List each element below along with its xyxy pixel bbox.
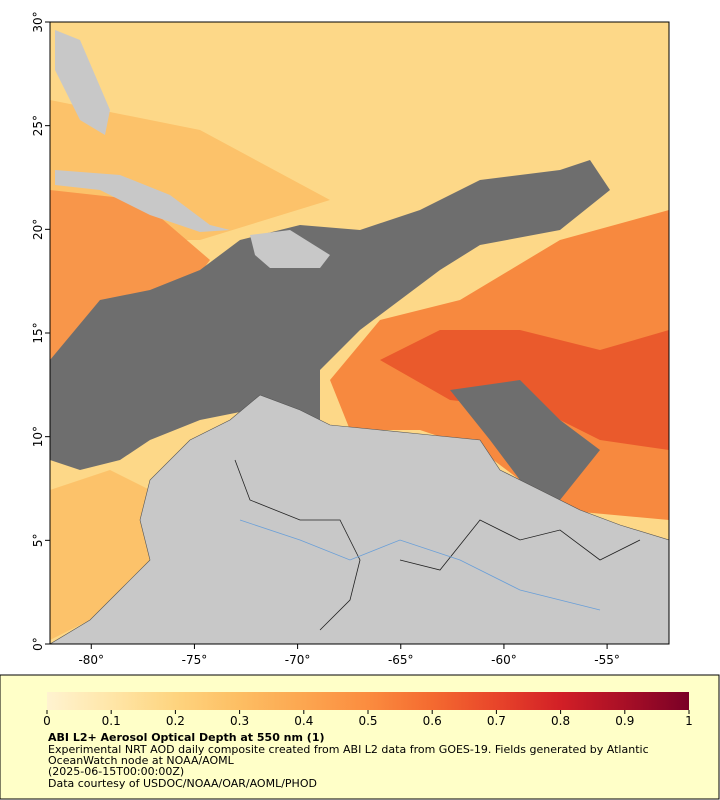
y-tick-label: 15° — [31, 322, 45, 343]
y-tick-label: 0° — [31, 637, 45, 651]
caption-line: OceanWatch node at NOAA/AOML — [48, 754, 235, 767]
colorbar-tick-label: 0.6 — [423, 714, 442, 728]
y-tick-label: 10° — [31, 426, 45, 447]
x-tick-label: -80° — [78, 653, 104, 667]
colorbar-tick-label: 0.4 — [294, 714, 313, 728]
colorbar-tick-label: 0.2 — [166, 714, 185, 728]
x-tick-label: -60° — [491, 653, 517, 667]
colorbar-tick-label: 0.5 — [358, 714, 377, 728]
x-tick-label: -55° — [594, 653, 620, 667]
x-tick-label: -75° — [182, 653, 208, 667]
colorbar-tick-label: 0 — [43, 714, 51, 728]
map-imagery — [50, 22, 669, 644]
caption-line: Experimental NRT AOD daily composite cre… — [48, 743, 649, 756]
y-tick-label: 5° — [31, 534, 45, 548]
colorbar-tick-label: 0.3 — [230, 714, 249, 728]
x-tick-label: -70° — [285, 653, 311, 667]
caption-line: (2025-06-15T00:00:00Z) — [48, 765, 184, 778]
colorbar-tick-label: 0.7 — [487, 714, 506, 728]
colorbar-tick-label: 0.8 — [551, 714, 570, 728]
colorbar-tick-label: 0.9 — [615, 714, 634, 728]
x-tick-label: -65° — [388, 653, 414, 667]
colorbar — [47, 692, 689, 710]
colorbar-tick-label: 1 — [685, 714, 693, 728]
y-tick-label: 20° — [31, 219, 45, 240]
caption-line: Data courtesy of USDOC/NOAA/OAR/AOML/PHO… — [48, 777, 317, 790]
caption-title: ABI L2+ Aerosol Optical Depth at 550 nm … — [48, 731, 325, 744]
y-tick-label: 25° — [31, 115, 45, 136]
colorbar-tick-label: 0.1 — [102, 714, 121, 728]
y-tick-label: 30° — [31, 11, 45, 32]
